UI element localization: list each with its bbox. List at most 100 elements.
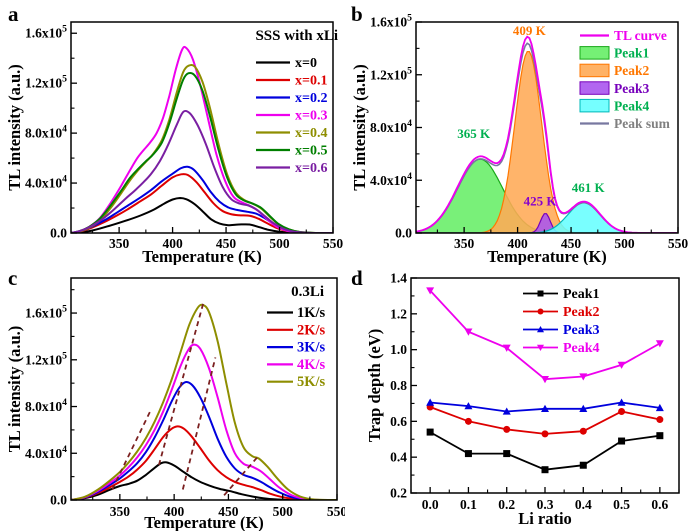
svg-text:450: 450: [216, 236, 237, 251]
legend-entry-Peak2: Peak2: [523, 305, 600, 320]
panel-label-c: c: [8, 266, 18, 290]
svg-text:Peak4: Peak4: [614, 98, 649, 113]
fill-Peak3: [416, 213, 677, 233]
svg-text:350: 350: [454, 236, 475, 251]
svg-text:1.2x105: 1.2x105: [25, 74, 67, 91]
plot-area-d: [426, 287, 664, 474]
legend-entry-Peak2: Peak2: [579, 63, 649, 78]
x-axis-label: Li ratio: [518, 509, 572, 528]
svg-text:500: 500: [269, 236, 290, 251]
svg-text:400: 400: [162, 236, 183, 251]
svg-text:1.2: 1.2: [390, 306, 407, 321]
svg-text:4K/s: 4K/s: [297, 357, 326, 373]
svg-text:1K/s: 1K/s: [297, 305, 326, 321]
axis-frame: [70, 21, 334, 234]
svg-text:x=0.4: x=0.4: [295, 126, 327, 141]
panel-c-chart: 350 400 450 500 550 0.0 4.0x104 8.0x104 1.2x105 1…: [5, 277, 345, 531]
svg-text:Peak1: Peak1: [614, 46, 649, 61]
legend-entry-x=0.5: x=0.5: [256, 144, 327, 159]
svg-text:x=0: x=0: [295, 56, 317, 71]
svg-text:1.6x105: 1.6x105: [25, 304, 67, 321]
legend-title: SSS with xLi: [255, 28, 338, 44]
series-x=0: [71, 196, 333, 233]
peak-annotation: 409 K: [513, 23, 547, 38]
svg-text:1.2x105: 1.2x105: [370, 65, 412, 82]
series-x=0.1: [71, 172, 333, 233]
legend-entry-2K/s: 2K/s: [267, 322, 326, 338]
svg-text:0.0: 0.0: [395, 226, 412, 241]
svg-text:Peak2: Peak2: [614, 63, 649, 78]
panel-label-d: d: [351, 266, 363, 290]
legend-entry-x=0.3: x=0.3: [256, 109, 327, 124]
series-3K/s: [71, 380, 337, 500]
legend-entry-3K/s: 3K/s: [267, 340, 326, 356]
svg-text:350: 350: [110, 504, 131, 519]
panel-label-a: a: [8, 2, 19, 26]
y-axis-label: TL intensity (a.u.): [350, 64, 369, 191]
panel-d-chart: 0.0 0.1 0.2 0.3 0.4 0.5 0.6 0.2 0.4 0.6 0.8 1.0 1.2 1…: [365, 271, 680, 528]
svg-text:2K/s: 2K/s: [297, 322, 326, 338]
series-1K/s: [71, 461, 337, 500]
x-axis-label: Temperature (K): [487, 247, 607, 265]
panel-a-chart: 350 400 450 500 550 0.0 4.0x104 8.0x104 1.2x105 1…: [5, 21, 344, 265]
series-x=0.5: [71, 71, 333, 233]
svg-text:Peak1: Peak1: [563, 287, 600, 302]
svg-text:3K/s: 3K/s: [297, 340, 326, 356]
legend-entry-Peak sum: Peak sum: [580, 116, 671, 131]
svg-text:Peak3: Peak3: [614, 81, 649, 96]
svg-text:450: 450: [561, 236, 582, 251]
svg-text:0.0: 0.0: [50, 493, 67, 508]
series-2K/s: [71, 425, 337, 500]
svg-text:5K/s: 5K/s: [297, 374, 326, 390]
legend-entry-Peak1: Peak1: [523, 287, 600, 302]
series-Peak4: [429, 289, 661, 381]
svg-text:Peak2: Peak2: [563, 305, 600, 320]
svg-text:x=0.5: x=0.5: [295, 144, 327, 159]
series-x=0.6: [71, 109, 333, 233]
plot-area-c: [71, 302, 337, 500]
svg-text:8.0x104: 8.0x104: [370, 118, 412, 135]
svg-text:450: 450: [218, 504, 239, 519]
legend-entry-Peak1: Peak1: [579, 46, 649, 61]
svg-text:350: 350: [109, 236, 130, 251]
svg-text:1.6x105: 1.6x105: [25, 24, 67, 41]
svg-text:8.0x104: 8.0x104: [25, 124, 67, 141]
svg-text:0.2: 0.2: [390, 486, 407, 501]
svg-text:0.2: 0.2: [498, 497, 515, 512]
svg-text:0.4: 0.4: [575, 497, 592, 512]
svg-text:500: 500: [614, 236, 635, 251]
svg-text:0.0: 0.0: [422, 497, 439, 512]
svg-text:Peak sum: Peak sum: [614, 116, 671, 131]
panel-label-b: b: [351, 2, 363, 26]
svg-text:0.8: 0.8: [390, 378, 407, 393]
y-axis-label: Trap depth (eV): [365, 329, 384, 442]
legend-entry-x=0.2: x=0.2: [256, 91, 327, 106]
legend-entry-x=0.1: x=0.1: [256, 74, 327, 89]
svg-text:550: 550: [668, 236, 689, 251]
y-axis-label: TL intensity (a.u.): [5, 64, 24, 191]
panel-b-chart: 350 400 450 500 550 0.0 4.0x104 8.0x104 1.2x105 1…: [350, 13, 689, 266]
svg-text:x=0.2: x=0.2: [295, 91, 327, 106]
svg-text:0.6: 0.6: [390, 414, 407, 429]
svg-text:1.6x105: 1.6x105: [370, 13, 412, 30]
svg-text:0.6: 0.6: [651, 497, 668, 512]
legend-entry-Peak3: Peak3: [523, 323, 600, 338]
svg-text:1.2x105: 1.2x105: [25, 350, 67, 367]
legend-entry-x=0: x=0: [256, 56, 317, 71]
plot-area-a: [71, 45, 333, 233]
svg-text:0.3: 0.3: [537, 497, 554, 512]
svg-text:0.1: 0.1: [460, 497, 477, 512]
svg-text:550: 550: [323, 236, 344, 251]
svg-text:4.0x104: 4.0x104: [25, 174, 67, 191]
guide-dash-1: [111, 410, 152, 490]
svg-text:4.0x104: 4.0x104: [370, 171, 412, 188]
svg-text:4.0x104: 4.0x104: [25, 444, 67, 461]
series-x=0.2: [71, 165, 333, 233]
peak-annotation: 425 K: [524, 193, 558, 208]
svg-text:400: 400: [507, 236, 528, 251]
svg-text:500: 500: [273, 504, 294, 519]
svg-text:400: 400: [164, 504, 185, 519]
svg-text:0.5: 0.5: [613, 497, 630, 512]
legend-entry-1K/s: 1K/s: [267, 305, 326, 321]
